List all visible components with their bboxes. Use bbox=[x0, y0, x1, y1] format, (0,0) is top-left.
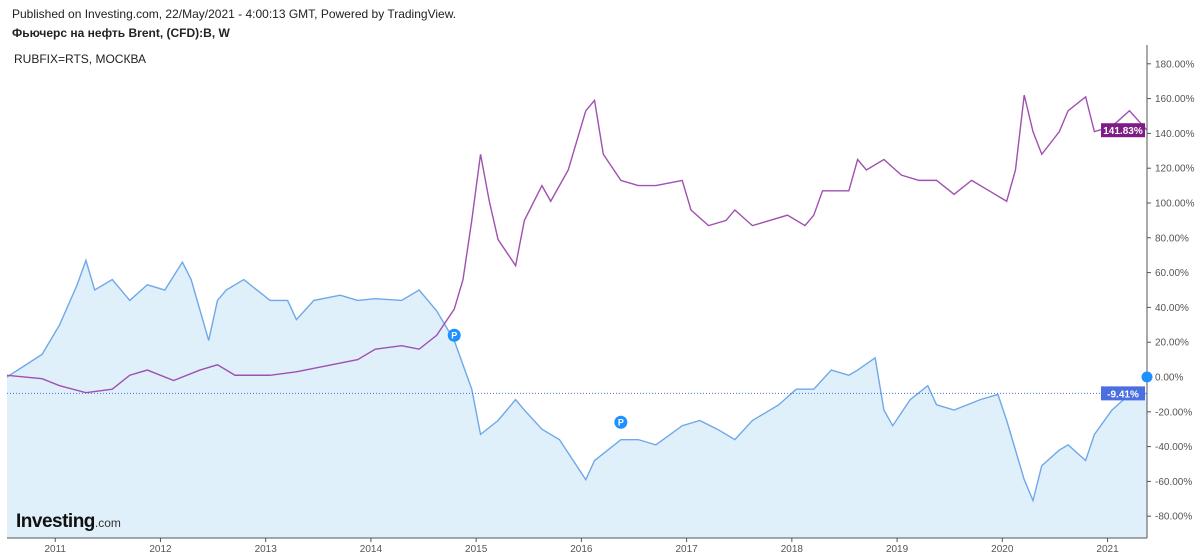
x-tick-label: 2020 bbox=[991, 544, 1014, 555]
y-tick-label: 180.00% bbox=[1155, 59, 1195, 70]
x-tick-label: 2019 bbox=[886, 544, 909, 555]
y-tick-label: -60.00% bbox=[1155, 477, 1192, 488]
rubfix-last-value-label-text: 141.83% bbox=[1103, 126, 1143, 137]
chart-title: Фьючерс на нефть Brent, (CFD):B, W bbox=[12, 26, 230, 40]
brent-series-line bbox=[6, 258, 1148, 503]
y-tick-label: 80.00% bbox=[1155, 233, 1189, 244]
x-tick-label: 2013 bbox=[255, 544, 278, 555]
y-tick-label: 60.00% bbox=[1155, 268, 1189, 279]
event-marker-label: P bbox=[618, 418, 624, 428]
y-tick-label: 40.00% bbox=[1155, 303, 1189, 314]
brent-last-value-label-bg bbox=[1101, 386, 1145, 401]
x-tick-label: 2012 bbox=[149, 544, 172, 555]
brent-last-value-label: -9.41% bbox=[1101, 386, 1145, 401]
brent-area-fill bbox=[7, 260, 1147, 538]
investing-logo: Investing.com bbox=[16, 511, 121, 533]
y-tick-label: 140.00% bbox=[1155, 129, 1195, 140]
y-tick-label: 120.00% bbox=[1155, 164, 1195, 175]
x-tick-label: 2014 bbox=[360, 544, 383, 555]
event-marker-edge-circle bbox=[1141, 371, 1153, 383]
x-tick-label: 2016 bbox=[570, 544, 593, 555]
y-tick-label: -20.00% bbox=[1155, 407, 1192, 418]
y-tick-label: -40.00% bbox=[1155, 442, 1192, 453]
x-tick-label: 2021 bbox=[1096, 544, 1119, 555]
event-marker-circle bbox=[614, 415, 628, 429]
x-tick-label: 2015 bbox=[465, 544, 488, 555]
y-tick-label: 0.00% bbox=[1155, 373, 1183, 384]
published-note: Published on Investing.com, 22/May/2021 … bbox=[12, 7, 457, 21]
y-tick-label: 20.00% bbox=[1155, 338, 1189, 349]
compare-symbol-legend[interactable]: RUBFIX=RTS, МОСКВА bbox=[14, 52, 147, 66]
event-marker[interactable]: P bbox=[447, 328, 461, 342]
y-tick-label: 100.00% bbox=[1155, 199, 1195, 210]
event-marker-circle bbox=[447, 328, 461, 342]
x-tick-label: 2017 bbox=[675, 544, 698, 555]
rubfix-last-value-label-bg bbox=[1101, 123, 1145, 138]
rubfix-series-line bbox=[6, 94, 1148, 394]
event-marker[interactable]: P bbox=[614, 415, 628, 429]
rubfix-last-value-label: 141.83% bbox=[1101, 123, 1145, 137]
x-tick-label: 2011 bbox=[44, 544, 66, 555]
logo-suffix: .com bbox=[94, 516, 121, 530]
y-tick-label: 160.00% bbox=[1155, 94, 1195, 105]
y-tick-label: -80.00% bbox=[1155, 512, 1192, 523]
event-marker-label: P bbox=[451, 331, 457, 341]
x-tick-label: 2018 bbox=[781, 544, 804, 555]
logo-brand: Investing bbox=[16, 511, 95, 532]
brent-last-value-label-text: -9.41% bbox=[1107, 389, 1139, 400]
